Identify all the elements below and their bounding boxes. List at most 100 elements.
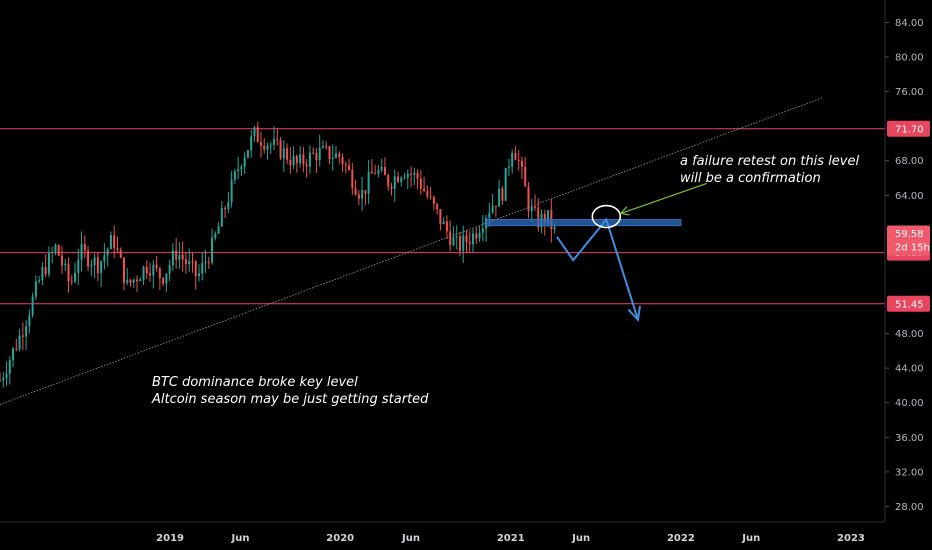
y-tick-label: 80.00 <box>895 53 924 64</box>
candle-body <box>498 188 501 207</box>
y-tick-label: 84.00 <box>895 18 924 29</box>
candle-body <box>201 262 204 274</box>
x-tick-label: 2021 <box>497 533 525 544</box>
y-tick-label: 36.00 <box>895 433 924 444</box>
candle-body <box>253 127 256 137</box>
candle-body <box>308 152 311 167</box>
candle-body <box>246 150 249 158</box>
candle-body <box>211 237 214 263</box>
y-tick-label: 76.00 <box>895 87 924 98</box>
candle-body <box>331 157 334 160</box>
candle-body <box>501 188 504 201</box>
candle-body <box>80 244 83 260</box>
x-tick-label: 2023 <box>837 533 865 544</box>
candle-body <box>250 136 253 151</box>
retest-zone <box>486 219 682 227</box>
candle-body <box>393 176 396 189</box>
candle-body <box>357 194 360 199</box>
candle-body <box>328 146 331 160</box>
candle-body <box>34 281 37 297</box>
candle-body <box>136 279 139 282</box>
candle-body <box>113 235 116 249</box>
candle-body <box>15 348 18 350</box>
retest-note: a failure retest on this level will be a … <box>680 154 860 186</box>
candle-body <box>184 259 187 265</box>
candle-body <box>520 160 523 167</box>
candle-body <box>256 127 259 143</box>
candle-body <box>31 296 34 316</box>
last-price-badge <box>887 225 930 256</box>
candle-body <box>38 280 41 282</box>
candle-body <box>83 244 86 251</box>
candle-body <box>423 188 426 191</box>
candle-body <box>103 255 106 262</box>
retest-circle <box>591 204 622 229</box>
candle-body <box>175 250 178 260</box>
candle-body <box>60 255 63 266</box>
candle-body <box>436 203 439 210</box>
x-tick-label: 2020 <box>326 533 354 544</box>
candle-body <box>168 265 171 274</box>
candle-body <box>321 146 324 148</box>
candle-body <box>374 173 377 175</box>
x-tick-label: Jun <box>571 533 590 544</box>
candle-body <box>188 261 191 265</box>
candle-body <box>2 377 5 381</box>
candle-body <box>432 196 435 204</box>
candle-body <box>18 335 21 350</box>
candle-body <box>312 152 315 154</box>
candle-body <box>64 263 67 266</box>
x-tick-label: Jun <box>401 533 420 544</box>
candle-body <box>452 236 455 246</box>
candle-body <box>527 186 530 212</box>
x-tick-label: 2022 <box>667 533 695 544</box>
candle-body <box>100 261 103 274</box>
candle-body <box>468 242 471 245</box>
candle-body <box>351 169 354 189</box>
candle-body <box>8 360 11 374</box>
candle-body <box>299 154 302 164</box>
candle-body <box>390 186 393 189</box>
candle-body <box>132 279 135 283</box>
candle-body <box>162 277 165 284</box>
y-tick-label: 48.00 <box>895 329 924 340</box>
candle-body <box>12 348 15 361</box>
candle-body <box>197 273 200 277</box>
candle-body <box>109 235 112 250</box>
candle-body <box>367 171 370 194</box>
candle-body <box>488 212 491 219</box>
level-badge-label: 71.70 <box>895 124 924 135</box>
candle-body <box>537 207 540 228</box>
candle-body <box>155 264 158 269</box>
candle-body <box>5 373 8 378</box>
candle-body <box>543 214 546 223</box>
x-tick-label: Jun <box>741 533 760 544</box>
candle-body <box>243 157 246 167</box>
candle-body <box>70 281 73 283</box>
candle-body <box>305 164 308 167</box>
candle-body <box>524 166 527 187</box>
candle-body <box>116 248 119 250</box>
candle-body <box>348 165 351 170</box>
candle-body <box>171 250 174 266</box>
candle-body <box>47 252 50 275</box>
candle-body <box>74 272 77 282</box>
candle-body <box>129 279 132 283</box>
candle-body <box>0 380 1 382</box>
candle-body <box>410 173 413 175</box>
candle-body <box>224 208 227 210</box>
candle-body <box>491 205 494 213</box>
candle-body <box>126 279 129 283</box>
candle-body <box>77 259 80 273</box>
candle-body <box>413 172 416 175</box>
level-badge <box>887 295 930 312</box>
candle-body <box>214 233 217 238</box>
candle-body <box>237 169 240 172</box>
candle-body <box>335 153 338 158</box>
candle-body <box>377 170 380 174</box>
candle-body <box>207 261 210 263</box>
candle-body <box>96 257 99 274</box>
candle-body <box>292 156 295 166</box>
candle-body <box>122 257 125 283</box>
